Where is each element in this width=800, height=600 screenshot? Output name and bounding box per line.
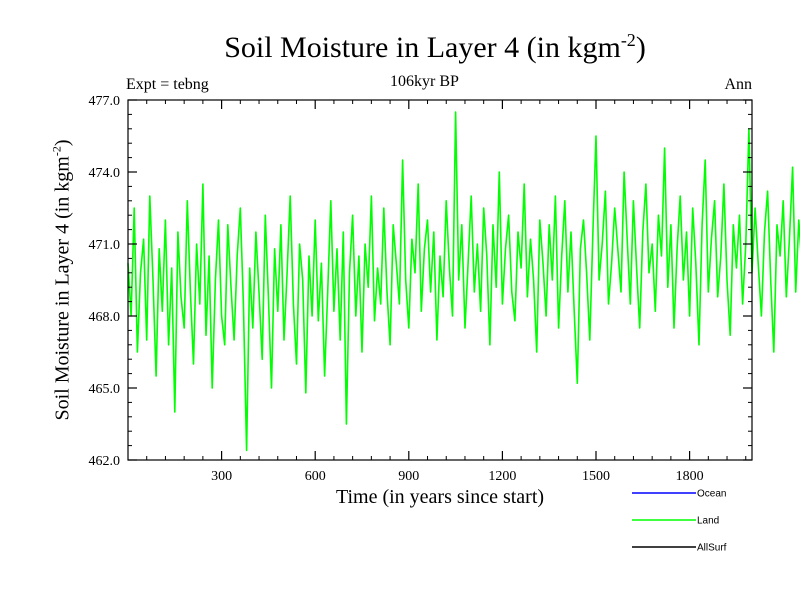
period-label: 106kyr BP <box>390 73 459 90</box>
x-axis-label: Time (in years since start) <box>335 486 545 508</box>
x-tick-label: 300 <box>211 469 232 484</box>
series-layer <box>127 111 800 452</box>
legend-label-ocean: Ocean <box>697 489 726 500</box>
y-tick-label: 462.0 <box>89 454 121 469</box>
experiment-label: Expt = tebng <box>126 76 209 93</box>
x-tick-label: 1200 <box>488 469 516 484</box>
chart-title: Soil Moisture in Layer 4 (in kgm-2) <box>224 30 646 64</box>
legend-label-land: Land <box>697 516 719 527</box>
y-tick-label: 477.0 <box>89 94 121 109</box>
y-tick-label: 465.0 <box>89 382 121 397</box>
plot-frame <box>127 99 753 461</box>
series-line-land <box>127 111 800 452</box>
legend: Ocean Land AllSurf <box>632 489 727 554</box>
y-tick-label: 471.0 <box>89 238 121 253</box>
legend-label-allsurf: AllSurf <box>697 543 727 554</box>
x-tick-label: 600 <box>305 469 326 484</box>
y-tick-label: 474.0 <box>89 166 121 181</box>
x-tick-label: 1800 <box>676 469 704 484</box>
y-tick-label: 468.0 <box>89 310 121 325</box>
season-label: Ann <box>724 76 752 93</box>
axes-layer: 300 600 900 1200 1500 1800 462.0 465.0 468.0 471.… <box>89 94 753 484</box>
x-tick-label: 900 <box>398 469 419 484</box>
x-tick-label: 1500 <box>582 469 610 484</box>
